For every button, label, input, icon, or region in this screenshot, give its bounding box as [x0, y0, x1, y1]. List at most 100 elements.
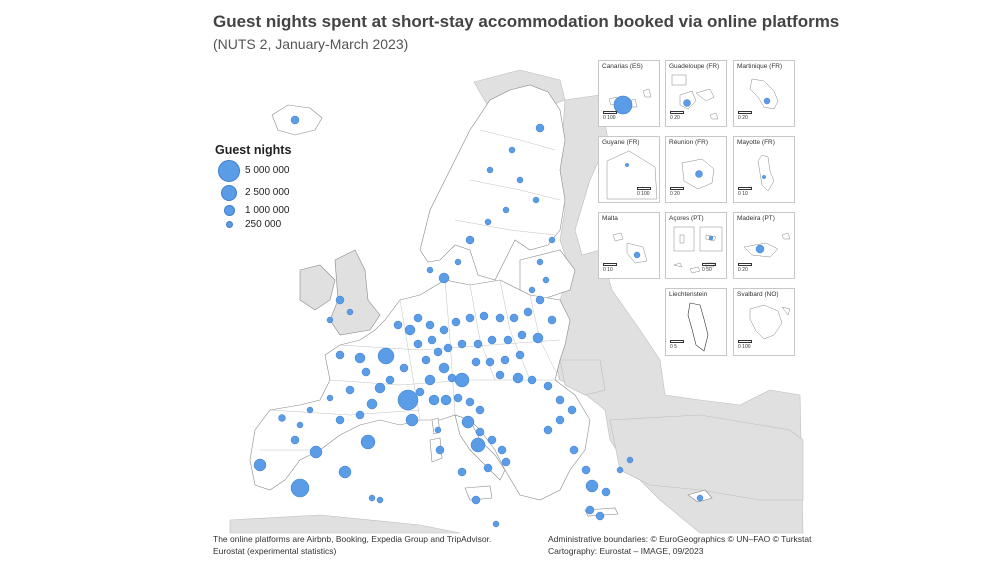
inset-shape — [671, 74, 719, 120]
region-bubble — [532, 196, 540, 204]
region-bubble — [567, 405, 577, 415]
region-bubble — [427, 335, 437, 345]
region-bubble — [471, 357, 481, 367]
region-bubble — [346, 308, 354, 316]
region-bubble — [508, 146, 516, 154]
region-bubble — [397, 389, 419, 411]
scalebar: 0 50 — [702, 263, 716, 273]
region-bubble — [528, 286, 536, 294]
region-bubble — [361, 367, 371, 377]
region-bubble — [501, 457, 511, 467]
region-bubble — [595, 511, 605, 521]
region-bubble — [475, 405, 485, 415]
scalebar: 0 100 — [603, 111, 617, 121]
inset-shape — [606, 150, 658, 200]
scalebar: 0 20 — [670, 111, 684, 121]
bubble-layer — [253, 115, 704, 528]
region-bubble — [374, 382, 386, 394]
scalebar-label: 0 20 — [738, 267, 748, 273]
inset-shape — [757, 154, 775, 192]
region-bubble — [404, 324, 416, 336]
region-bubble — [581, 465, 591, 475]
region-bubble — [385, 375, 395, 385]
region-bubble — [438, 362, 450, 374]
region-bubble — [451, 317, 461, 327]
region-bubble — [461, 415, 475, 429]
legend-title: Guest nights — [215, 143, 292, 157]
region-bubble — [253, 458, 267, 472]
inset-label: Mayotte (FR) — [737, 139, 775, 146]
inset-shape — [749, 78, 779, 110]
inset-svalbard: Svalbard (NO) 0 100 — [733, 288, 795, 356]
region-bubble — [438, 272, 450, 284]
region-bubble — [424, 374, 436, 386]
region-bubble — [309, 445, 323, 459]
region-bubble — [502, 206, 510, 214]
region-bubble — [435, 445, 445, 455]
scalebar-label: 0 5 — [670, 344, 677, 350]
inset-shape — [749, 304, 791, 340]
region-bubble — [440, 394, 452, 406]
footer-notes: The online platforms are Airbnb, Booking… — [213, 533, 491, 557]
inset-label: Açores (PT) — [669, 215, 704, 222]
region-bubble — [457, 339, 467, 349]
inset-shape — [608, 88, 652, 115]
inset-label: Malta — [602, 215, 618, 222]
region-bubble — [376, 496, 384, 504]
legend-label: 2 500 000 — [245, 187, 290, 198]
inset-malta: Malta 0 10 — [598, 212, 660, 279]
legend-label: 250 000 — [245, 219, 282, 230]
region-bubble — [523, 307, 533, 317]
region-bubble — [465, 397, 475, 407]
region-bubble — [399, 363, 409, 373]
scalebar-label: 0 20 — [670, 115, 680, 121]
region-bubble — [368, 494, 376, 502]
region-bubble — [345, 385, 355, 395]
region-bubble — [425, 320, 435, 330]
region-bubble — [536, 258, 544, 266]
inset-reunion: Réunion (FR) 0 20 — [665, 136, 727, 203]
region-bubble — [626, 456, 634, 464]
inset-shape — [612, 232, 648, 264]
legend-bubble — [221, 185, 237, 201]
legend-bubble — [226, 221, 233, 228]
region-bubble — [548, 236, 556, 244]
region-bubble — [601, 487, 611, 497]
region-bubble — [512, 372, 524, 384]
region-bubble — [454, 258, 462, 266]
region-bubble — [457, 467, 467, 477]
scalebar-label: 0 10 — [738, 191, 748, 197]
region-bubble — [517, 330, 527, 340]
region-bubble — [360, 434, 376, 450]
region-bubble — [503, 335, 513, 345]
region-bubble — [475, 427, 485, 437]
scalebar-label: 0 20 — [670, 191, 680, 197]
region-bubble — [471, 495, 481, 505]
scalebar: 0 5 — [670, 340, 684, 350]
region-bubble — [465, 313, 475, 323]
legend-label: 1 000 000 — [245, 205, 290, 216]
region-bubble — [296, 421, 304, 429]
region-bubble — [326, 394, 334, 402]
footer-cartography: Cartography: Eurostat – IMAGE, 09/2023 — [548, 546, 704, 556]
region-bubble — [569, 445, 579, 455]
scalebar: 0 10 — [603, 263, 617, 273]
inset-shape — [743, 232, 791, 258]
region-bubble — [543, 381, 553, 391]
scalebar: 0 100 — [637, 187, 651, 197]
scalebar: 0 10 — [738, 187, 752, 197]
region-bubble — [426, 266, 434, 274]
region-bubble — [487, 435, 497, 445]
inset-liechtenstein: Liechtenstein 0 5 — [665, 288, 727, 356]
region-bubble — [492, 520, 500, 528]
region-bubble — [585, 479, 599, 493]
legend-bubble — [218, 160, 240, 182]
inset-label: Svalbard (NO) — [737, 291, 779, 298]
inset-shape — [673, 226, 723, 274]
inset-acores: Açores (PT) 0 50 — [665, 212, 727, 279]
region-bubble — [535, 123, 545, 133]
region-bubble — [500, 355, 510, 365]
region-bubble — [355, 410, 365, 420]
inset-guyane: Guyane (FR) 0 100 — [598, 136, 660, 203]
